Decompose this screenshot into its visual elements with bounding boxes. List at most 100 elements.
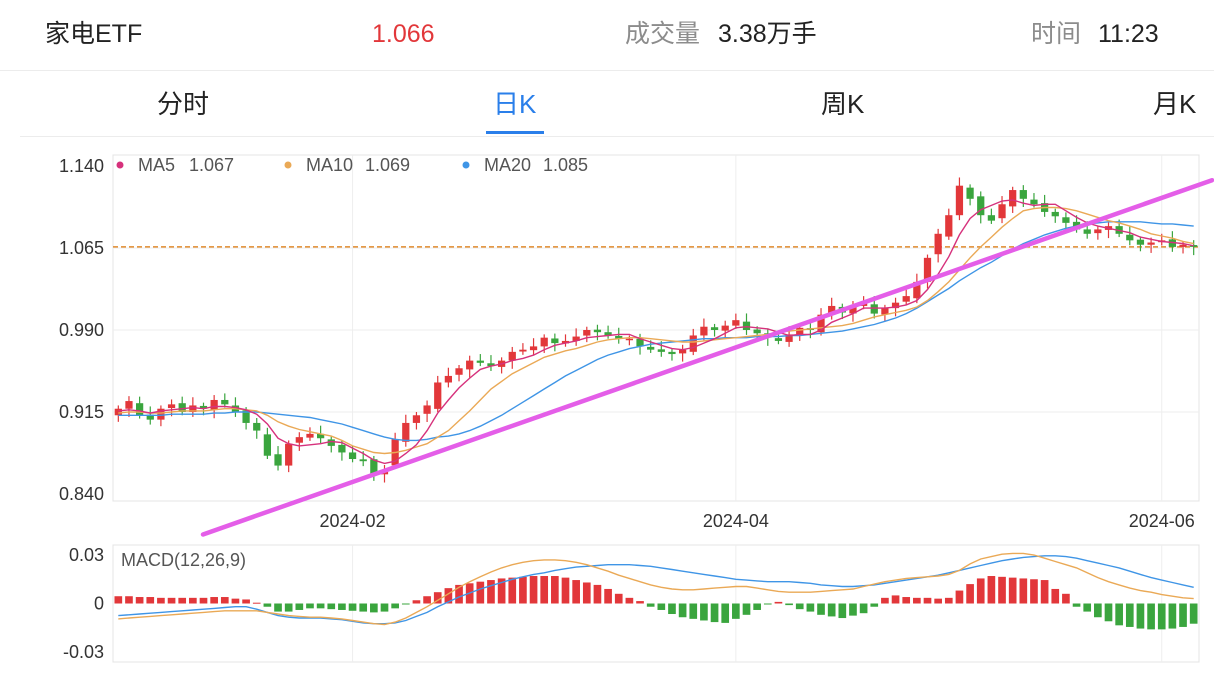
candle xyxy=(700,318,708,341)
candle xyxy=(593,324,602,341)
candle-body xyxy=(774,338,783,341)
candle xyxy=(1168,231,1177,252)
candle xyxy=(615,327,623,344)
volume-label: 成交量 xyxy=(625,20,701,48)
candle-body xyxy=(583,330,591,336)
price-tick-label: 0.840 xyxy=(59,484,104,504)
candle-body xyxy=(306,433,314,438)
candle xyxy=(1040,194,1049,217)
macd-tick-label: 0.03 xyxy=(69,545,104,565)
legend-value-ma5: 1.067 xyxy=(189,155,234,175)
candle xyxy=(1104,221,1113,239)
macd-bar xyxy=(710,603,719,623)
macd-bar xyxy=(646,603,655,607)
macd-bar xyxy=(1104,603,1113,622)
macd-bar xyxy=(849,603,857,616)
tab-monthly-k[interactable]: 月K xyxy=(1153,89,1197,119)
candle-body xyxy=(274,454,282,466)
macd-bar xyxy=(987,576,996,604)
macd-bar xyxy=(838,603,847,619)
ma5-line xyxy=(118,199,1194,465)
tab-intraday[interactable]: 分时 xyxy=(157,89,210,119)
macd-bar xyxy=(199,597,208,604)
candle-body xyxy=(1179,244,1187,247)
macd-bar xyxy=(476,581,485,604)
candle xyxy=(455,364,463,382)
legend-label-ma5: MA5 xyxy=(138,155,175,175)
candle-body xyxy=(455,368,463,375)
candle xyxy=(977,191,985,224)
macd-dif-line xyxy=(118,555,1194,625)
candle xyxy=(476,354,484,367)
macd-bar xyxy=(252,602,261,604)
macd-bar xyxy=(700,603,708,621)
candle-body xyxy=(817,314,825,333)
macd-bar xyxy=(1157,603,1166,630)
candle-body xyxy=(966,187,974,199)
candle-body xyxy=(796,327,804,335)
candle xyxy=(1136,236,1145,252)
candle xyxy=(114,405,122,422)
macd-bar xyxy=(220,597,229,604)
candle xyxy=(572,328,580,346)
macd-bar xyxy=(433,592,442,604)
macd-label: MACD(12,26,9) xyxy=(121,550,246,570)
macd-bar xyxy=(891,595,900,604)
candle-body xyxy=(348,452,357,460)
candle-body xyxy=(700,326,708,336)
candle-body xyxy=(1083,229,1091,234)
legend-dot-ma5 xyxy=(116,161,124,169)
candle-body xyxy=(434,382,442,409)
candle-body xyxy=(870,304,878,314)
macd-bar xyxy=(1040,580,1049,604)
candle-body xyxy=(636,338,644,347)
tab-daily-k[interactable]: 日K xyxy=(493,89,537,119)
volume-value: 3.38万手 xyxy=(718,20,817,48)
candle xyxy=(466,355,474,378)
macd-bar xyxy=(274,603,282,612)
candle xyxy=(487,355,495,371)
macd-bar xyxy=(1125,603,1134,627)
candle-body xyxy=(519,349,527,352)
candle-body xyxy=(604,332,612,336)
candle-body xyxy=(647,346,655,350)
candle xyxy=(955,177,964,221)
candle-body xyxy=(178,403,186,412)
candle-body xyxy=(412,415,421,423)
candle xyxy=(1051,208,1059,223)
candle xyxy=(806,323,815,339)
candle xyxy=(742,313,751,335)
macd-bar xyxy=(1019,578,1028,604)
candle xyxy=(497,357,506,374)
candle xyxy=(295,432,303,451)
candle xyxy=(412,412,421,430)
macd-bar xyxy=(636,601,644,604)
macd-dea-line xyxy=(118,552,1194,626)
candle xyxy=(242,407,250,430)
candle xyxy=(625,335,634,346)
candle xyxy=(923,254,932,289)
macd-bar xyxy=(263,603,272,607)
candle-body xyxy=(732,320,740,326)
period-tabs: 分时 日K 周K 月K xyxy=(0,70,1214,136)
macd-bar xyxy=(678,603,687,618)
candle xyxy=(167,399,176,417)
macd-bar xyxy=(1051,588,1060,604)
ma20-line xyxy=(118,221,1194,442)
macd-bar xyxy=(135,597,144,604)
macd-bar xyxy=(295,603,304,610)
macd-bar xyxy=(668,603,676,615)
candle-body xyxy=(146,414,154,420)
candle-body xyxy=(1062,217,1070,223)
candle-body xyxy=(678,349,687,354)
macd-bar xyxy=(604,588,612,604)
candle-body xyxy=(125,401,133,409)
legend-value-ma20: 1.085 xyxy=(543,155,588,175)
macd-bar xyxy=(966,584,974,604)
candle xyxy=(551,333,559,352)
tab-weekly-k[interactable]: 周K xyxy=(821,89,865,119)
candle-body xyxy=(263,434,272,456)
macd-bar xyxy=(540,576,549,604)
macd-bar xyxy=(561,577,570,604)
